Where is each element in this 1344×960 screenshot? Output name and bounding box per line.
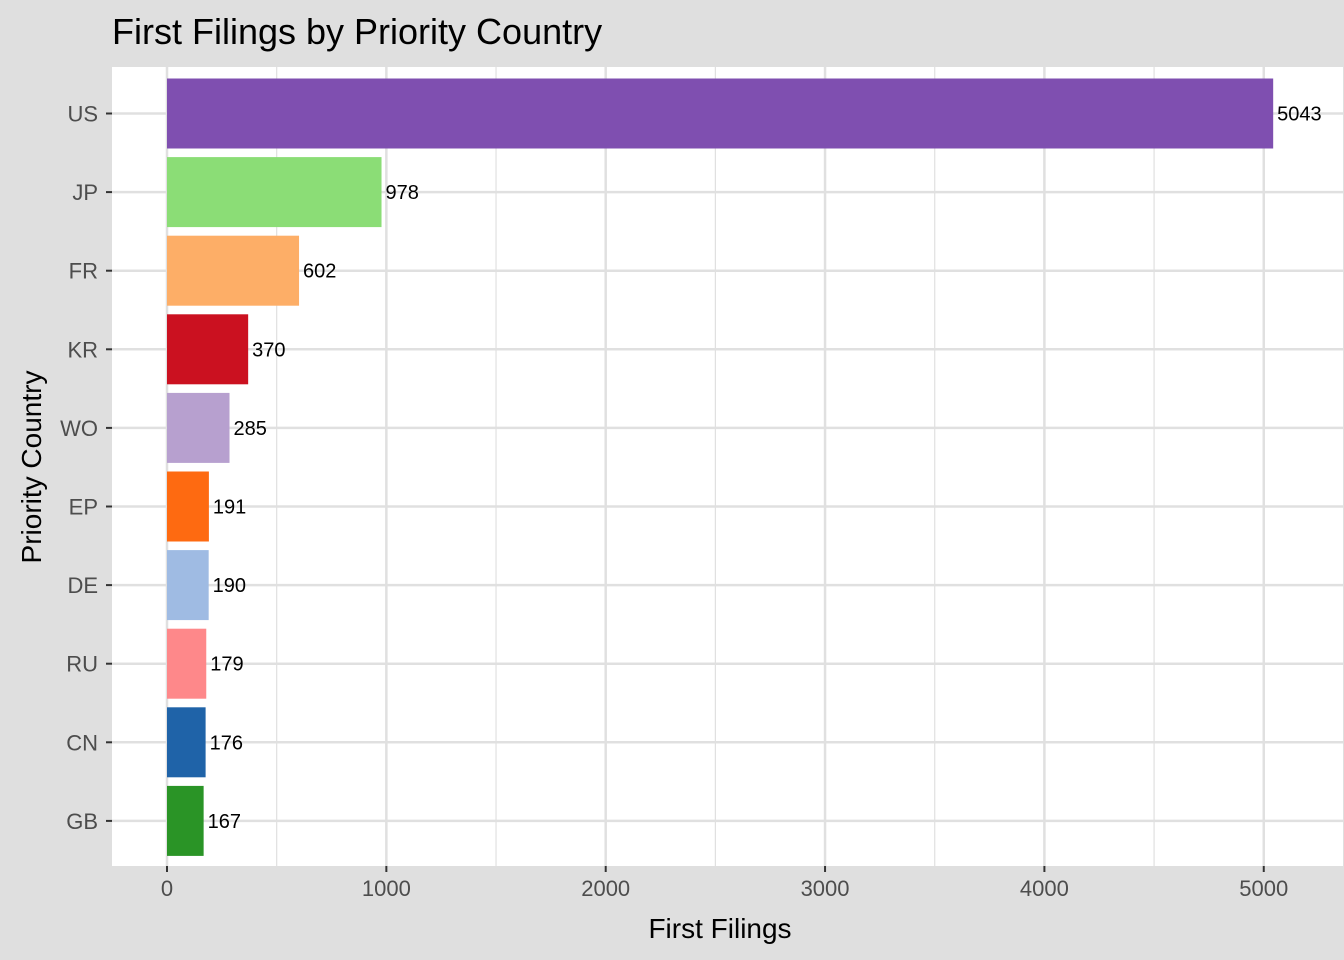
y-tick-label-ru: RU [66, 652, 98, 677]
x-tick-label: 3000 [801, 876, 850, 901]
data-label-gb: 167 [208, 811, 241, 833]
bar-fr [167, 235, 300, 306]
bar-us [167, 78, 1274, 149]
y-tick-label-fr: FR [69, 259, 98, 284]
x-tick-label: 0 [161, 876, 173, 901]
x-tick-label: 4000 [1020, 876, 1069, 901]
x-axis: 0 1000 2000 3000 4000 5000 [161, 866, 1288, 901]
y-tick-label-us: US [67, 102, 98, 127]
y-tick-label-kr: KR [67, 337, 98, 362]
y-tick-label-cn: CN [66, 730, 98, 755]
y-axis: US JP FR KR WO EP DE RU CN GB [60, 102, 112, 834]
bar-ep [167, 471, 209, 542]
data-label-fr: 602 [303, 261, 336, 283]
data-label-ep: 191 [213, 497, 246, 519]
x-tick-label: 1000 [362, 876, 411, 901]
bar-kr [167, 314, 249, 385]
bar-cn [167, 707, 206, 778]
bars [167, 78, 1274, 856]
data-label-ru: 179 [210, 654, 243, 676]
data-label-jp: 978 [386, 182, 419, 204]
y-tick-label-wo: WO [60, 416, 98, 441]
x-axis-title: First Filings [648, 913, 791, 944]
bar-de [167, 550, 209, 621]
bar-ru [167, 628, 207, 699]
x-tick-label: 2000 [581, 876, 630, 901]
data-label-us: 5043 [1277, 104, 1322, 126]
gridlines [112, 67, 1343, 866]
y-tick-label-de: DE [67, 573, 98, 598]
chart-title: First Filings by Priority Country [112, 11, 602, 52]
y-axis-title: Priority Country [16, 371, 47, 564]
y-tick-label-jp: JP [72, 180, 98, 205]
data-label-kr: 370 [252, 339, 285, 361]
y-tick-label-ep: EP [69, 495, 98, 520]
bar-gb [167, 785, 204, 856]
data-label-wo: 285 [234, 418, 267, 440]
bar-wo [167, 392, 230, 463]
data-label-de: 190 [213, 575, 246, 597]
bar-jp [167, 157, 382, 228]
data-label-cn: 176 [210, 732, 243, 754]
x-tick-label: 5000 [1239, 876, 1288, 901]
data-labels: 5043 978 602 370 285 191 190 179 176 167 [208, 104, 1322, 833]
y-tick-label-gb: GB [66, 809, 98, 834]
